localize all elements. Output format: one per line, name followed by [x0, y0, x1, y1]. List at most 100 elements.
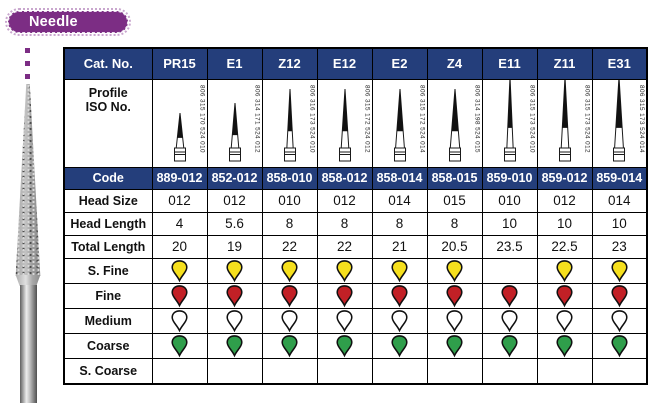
- bur-profile-icon: [393, 88, 406, 161]
- cell-profile-pr15: 806 315 170 524 010: [151, 78, 208, 168]
- grit-drop-coarse: [391, 334, 408, 357]
- cell-head_size-e2: 014: [371, 188, 428, 213]
- cell-cat_no-z12: Z12: [261, 47, 318, 80]
- cell-coarse-e1: [206, 332, 263, 359]
- cell-medium-z12: [261, 307, 318, 334]
- cell-code-e2: 858-014: [371, 166, 428, 190]
- cell-profile-e31: 806 315 173 524 014: [591, 78, 648, 168]
- grit-drop-coarse: [171, 334, 188, 357]
- grit-drop-medium: [281, 309, 298, 332]
- grit-drop-fine: [171, 284, 188, 307]
- cell-code-e31: 859-014: [591, 166, 648, 190]
- cell-s_fine-e11: [481, 257, 538, 284]
- cell-coarse-e31: [591, 332, 648, 359]
- grit-drop-coarse: [336, 334, 353, 357]
- grit-drop-coarse: [281, 334, 298, 357]
- cell-cat_no-e1: E1: [206, 47, 263, 80]
- cell-fine-pr15: [151, 282, 208, 309]
- cell-head_size-z4: 015: [426, 188, 483, 213]
- cell-head_size-e11: 010: [481, 188, 538, 213]
- spec-table: Cat. No. PR15 E1 Z12 E12 E2 Z4 E11 Z11 E31 Profi…: [63, 47, 648, 385]
- cell-s_fine-pr15: [151, 257, 208, 284]
- cell-head_length-e31: 10: [591, 211, 648, 236]
- grit-drop-fine: [501, 284, 518, 307]
- cell-s_coarse-e1: [206, 357, 263, 385]
- cell-medium-e12: [316, 307, 373, 334]
- grit-drop-fine: [556, 284, 573, 307]
- cell-code-e12: 858-012: [316, 166, 373, 190]
- iso-number: 806 315 172 524 012: [363, 84, 371, 153]
- grit-drop-coarse: [446, 334, 463, 357]
- cell-fine-z4: [426, 282, 483, 309]
- cell-head_size-pr15: 012: [151, 188, 208, 213]
- grit-drop-medium: [336, 309, 353, 332]
- cell-s_fine-e2: [371, 257, 428, 284]
- row-label-medium: Medium: [63, 307, 153, 334]
- cell-medium-e2: [371, 307, 428, 334]
- grit-drop-fine: [446, 284, 463, 307]
- cell-head_size-e12: 012: [316, 188, 373, 213]
- row-label-code: Code: [63, 166, 153, 190]
- grit-drop-coarse: [226, 334, 243, 357]
- decor-dot-2: [25, 61, 30, 66]
- grit-drop-s_fine: [446, 259, 463, 282]
- grit-drop-s_fine: [281, 259, 298, 282]
- cell-total_length-e2: 21: [371, 234, 428, 259]
- cell-s_coarse-e31: [591, 357, 648, 385]
- decor-dot-1: [25, 48, 30, 53]
- cell-total_length-e1: 19: [206, 234, 263, 259]
- grit-drop-medium: [501, 309, 518, 332]
- profile-label: Profile: [88, 85, 128, 100]
- cell-code-z11: 859-012: [536, 166, 593, 190]
- cell-coarse-e2: [371, 332, 428, 359]
- row-label-head-length: Head Length: [63, 211, 153, 236]
- row-label-total-length: Total Length: [63, 234, 153, 259]
- cell-code-z12: 858-010: [261, 166, 318, 190]
- cell-total_length-pr15: 20: [151, 234, 208, 259]
- cell-head_size-e1: 012: [206, 188, 263, 213]
- cell-profile-e11: 806 315 173 524 010: [481, 78, 538, 168]
- cell-head_length-z12: 8: [261, 211, 318, 236]
- cell-head_size-z12: 010: [261, 188, 318, 213]
- bur-profile-icon: [613, 80, 626, 161]
- cell-medium-e11: [481, 307, 538, 334]
- bur-profile-icon: [503, 80, 516, 161]
- cell-profile-e12: 806 315 172 524 012: [316, 78, 373, 168]
- bur-shank: [19, 285, 37, 403]
- cell-cat_no-e11: E11: [481, 47, 538, 80]
- grit-drop-fine: [226, 284, 243, 307]
- bur-neck: [15, 275, 41, 286]
- bur-profile-icon: [338, 88, 351, 161]
- grit-drop-medium: [446, 309, 463, 332]
- bur-profile-icon: [283, 88, 296, 161]
- cell-s_fine-e31: [591, 257, 648, 284]
- cell-total_length-e11: 23.5: [481, 234, 538, 259]
- cell-s_fine-z11: [536, 257, 593, 284]
- row-label-profile-iso: Profile ISO No.: [63, 78, 153, 168]
- cell-fine-e11: [481, 282, 538, 309]
- cell-s_coarse-pr15: [151, 357, 208, 385]
- needle-bur-photo: [6, 84, 50, 403]
- cell-profile-e1: 806 314 171 524 012: [206, 78, 263, 168]
- grit-drop-medium: [391, 309, 408, 332]
- iso-no-label: ISO No.: [85, 99, 131, 114]
- cell-head_length-e1: 5.6: [206, 211, 263, 236]
- iso-number: 806 315 170 524 010: [198, 84, 206, 153]
- grit-drop-fine: [336, 284, 353, 307]
- cell-fine-z11: [536, 282, 593, 309]
- iso-number: 806 316 173 524 010: [308, 84, 316, 153]
- cell-total_length-e12: 22: [316, 234, 373, 259]
- cell-coarse-e11: [481, 332, 538, 359]
- cell-code-e11: 859-010: [481, 166, 538, 190]
- needle-section-badge: Needle: [5, 8, 131, 36]
- cell-head_length-e11: 10: [481, 211, 538, 236]
- grit-drop-s_fine: [611, 259, 628, 282]
- grit-drop-coarse: [611, 334, 628, 357]
- cell-medium-e31: [591, 307, 648, 334]
- grit-drop-fine: [611, 284, 628, 307]
- bur-profile-icon: [228, 102, 241, 161]
- row-label-s-fine: S. Fine: [63, 257, 153, 284]
- grit-drop-medium: [171, 309, 188, 332]
- cell-medium-z4: [426, 307, 483, 334]
- cell-fine-e2: [371, 282, 428, 309]
